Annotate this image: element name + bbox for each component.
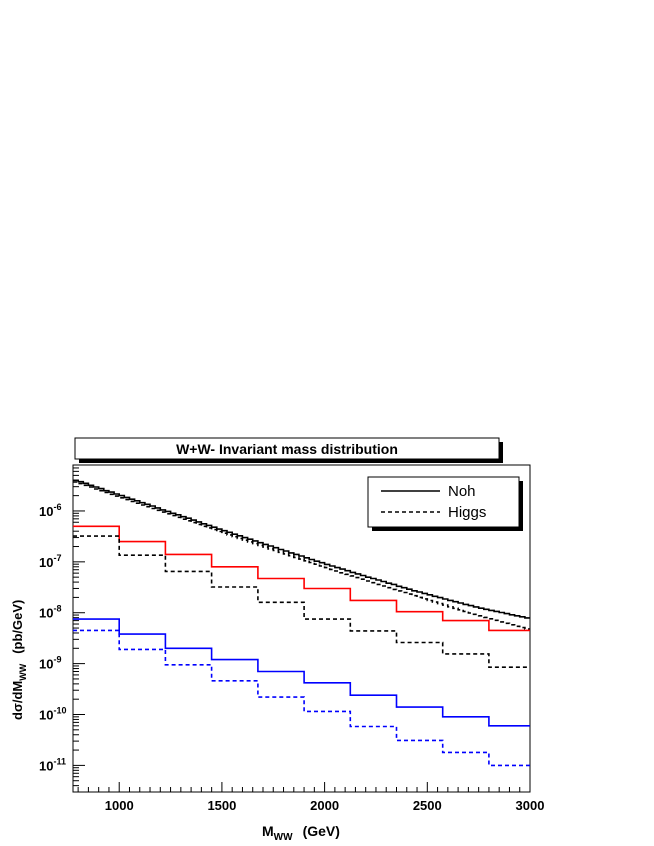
y-tick-base: 10 (39, 555, 53, 570)
y-axis-title-main: dσ/dM (10, 681, 25, 720)
series-line-3 (73, 535, 530, 668)
y-tick-exponent: -8 (53, 604, 61, 614)
series-line-0 (73, 479, 530, 619)
x-tick-label: 1000 (105, 798, 134, 813)
y-tick-label: 10-11 (39, 756, 66, 773)
y-tick-label: 10-10 (39, 706, 66, 723)
y-tick-base: 10 (39, 657, 53, 672)
y-tick-exponent: -7 (53, 553, 61, 563)
y-axis-title-unit: (pb/GeV) (10, 600, 25, 654)
y-tick-exponent: -10 (53, 706, 66, 716)
legend: Noh Higgs (367, 476, 523, 531)
series-line-2 (73, 525, 530, 632)
axis-tick-labels: 1000 1500 2000 2500 300010-1110-1010-910-810… (39, 502, 544, 813)
title-box-frame (74, 437, 500, 460)
y-axis-title-sub: WW (18, 663, 28, 680)
series-line-4 (73, 618, 530, 727)
y-tick-exponent: -9 (53, 655, 61, 665)
x-tick-label: 1500 (207, 798, 236, 813)
legend-frame (367, 476, 520, 528)
y-tick-exponent: -11 (53, 756, 66, 766)
y-tick-base: 10 (39, 758, 53, 773)
legend-label-noh: Noh (448, 483, 476, 500)
y-tick-label: 10-6 (39, 502, 61, 519)
x-axis-title-main: M (262, 823, 274, 839)
axis-ticks (73, 464, 531, 793)
y-tick-label: 10-9 (39, 655, 61, 672)
y-axis-title: dσ/dMWW (pb/GeV) (10, 600, 28, 720)
y-tick-label: 10-7 (39, 553, 61, 570)
x-axis-title: MWW (GeV) (262, 823, 340, 843)
y-tick-label: 10-8 (39, 604, 61, 621)
chart-title: W+W- Invariant mass distribution (176, 441, 398, 457)
x-tick-label: 2500 (413, 798, 442, 813)
y-tick-exponent: -6 (53, 502, 61, 512)
legend-label-higgs: Higgs (448, 504, 486, 521)
y-tick-base: 10 (39, 504, 53, 519)
y-tick-base: 10 (39, 708, 53, 723)
x-tick-label: 3000 (516, 798, 545, 813)
x-axis-title-unit: (GeV) (303, 823, 340, 839)
x-axis-title-sub: WW (274, 832, 293, 843)
x-tick-label: 2000 (310, 798, 339, 813)
series-line-5 (73, 629, 530, 767)
y-tick-base: 10 (39, 606, 53, 621)
title-box: W+W- Invariant mass distribution (74, 437, 503, 463)
series-line-1 (73, 481, 530, 630)
series-layer (73, 479, 530, 767)
